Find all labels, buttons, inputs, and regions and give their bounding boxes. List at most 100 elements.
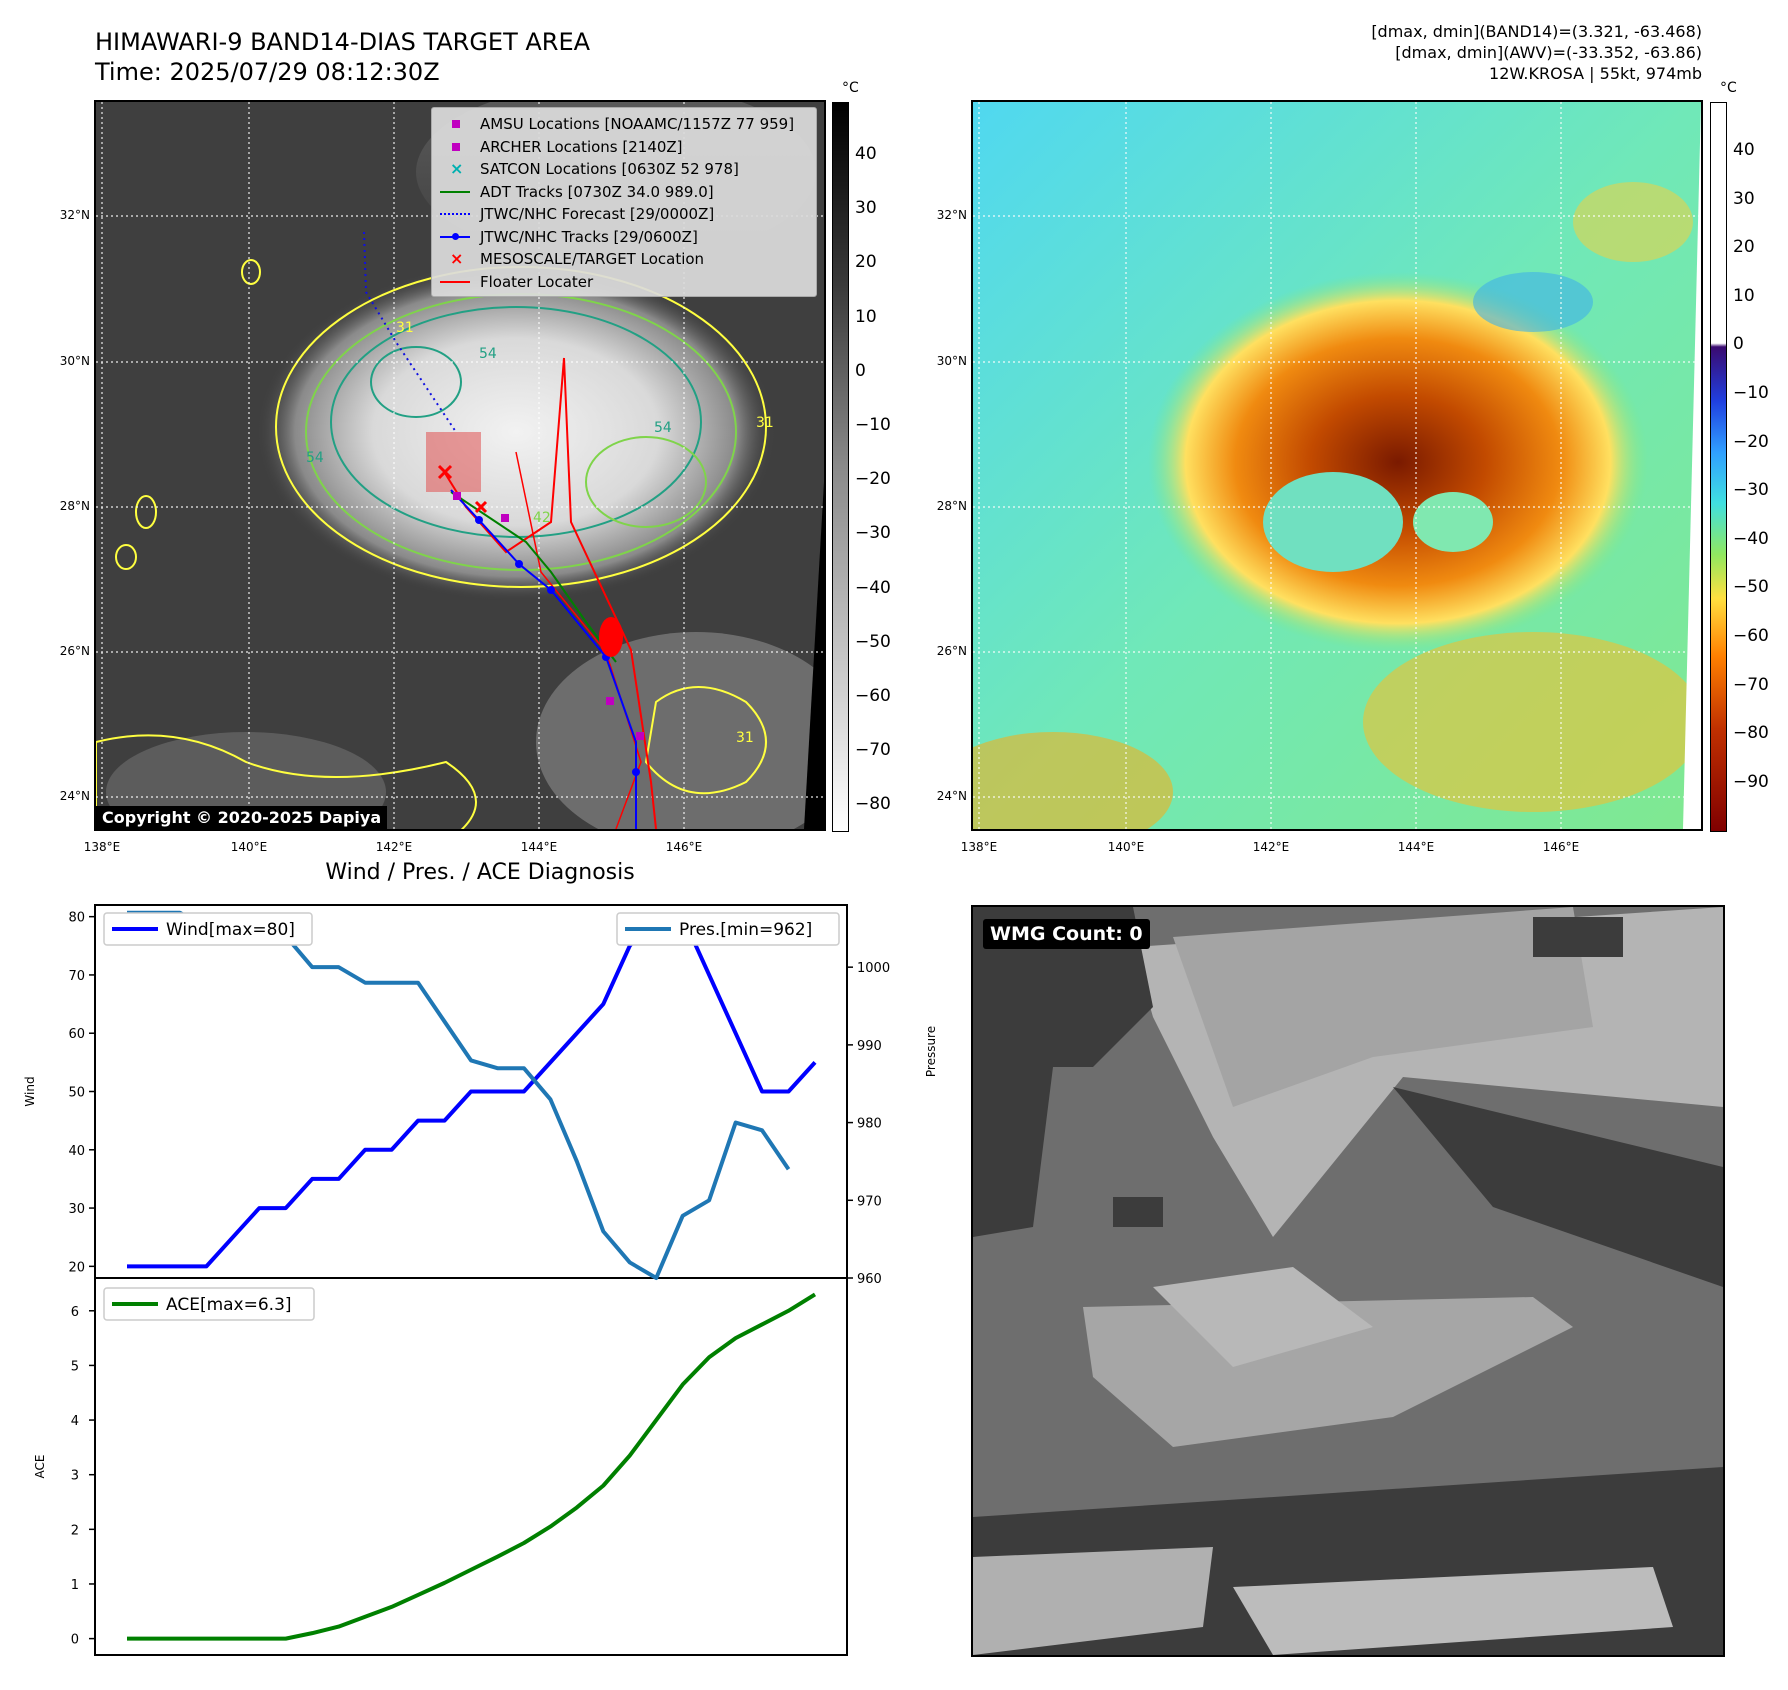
legend-item: AMSU Locations [NOAAMC/1157Z 77 959] [438, 114, 794, 134]
info-band14: [dmax, dmin](BAND14)=(3.321, -63.468) [1371, 22, 1702, 41]
colorbar-tick: −60 [855, 686, 891, 706]
wmg-count-badge: WMG Count: 0 [983, 919, 1150, 949]
lat-tick-label: 28°N [936, 499, 967, 513]
legend-symbol [438, 114, 472, 134]
contour-label: 54 [479, 346, 497, 362]
contour-label: 54 [306, 450, 324, 466]
colorbar-tick: −20 [1733, 431, 1769, 452]
colorbar-tick: −60 [1733, 626, 1769, 646]
pressure-legend-label: Pres.[min=962] [679, 920, 812, 940]
legend-symbol: × [450, 249, 464, 268]
ace-series-line [127, 1292, 817, 1641]
lon-tick-label: 138°E [960, 840, 998, 854]
map-legend: AMSU Locations [NOAAMC/1157Z 77 959] ARCH… [431, 107, 817, 297]
figure-time: Time: 2025/07/29 08:12:30Z [95, 58, 440, 86]
colorbar-tick: 20 [855, 252, 877, 273]
ace-axis-label: ACE [33, 1455, 47, 1479]
pressure-tick-label: 970 [857, 1194, 882, 1209]
diagnosis-title: Wind / Pres. / ACE Diagnosis [325, 860, 635, 885]
colorbar-tick: −50 [1733, 577, 1769, 598]
ir-map-panel: 54 54 54 31 31 31 42 42 31 AMSU Location… [94, 100, 826, 831]
legend-label: ARCHER Locations [2140Z] [480, 137, 683, 156]
legend-item: × SATCON Locations [0630Z 52 978] [438, 159, 739, 179]
legend-label: JTWC/NHC Forecast [29/0000Z] [480, 205, 715, 223]
colorbar-tick: −80 [1733, 723, 1769, 744]
colorbar-tick: 10 [855, 306, 877, 327]
lon-tick-label: 142°E [1252, 840, 1290, 854]
legend-symbol [438, 227, 472, 247]
lat-tick-label: 30°N [59, 354, 90, 368]
ace-tick-label: 0 [71, 1633, 79, 1648]
colorbar-tick: −20 [855, 469, 891, 490]
wind-legend-label: Wind[max=80] [166, 920, 295, 940]
legend-symbol [438, 272, 472, 292]
lat-tick-label: 32°N [936, 208, 967, 222]
colorbar-tick: −40 [855, 577, 891, 598]
pressure-legend-box [616, 912, 840, 946]
wmg-image [973, 907, 1723, 1655]
colorbar-tick: 30 [855, 198, 877, 219]
ace-legend-box [103, 1287, 315, 1321]
legend-item: ADT Tracks [0730Z 34.0 989.0] [438, 182, 714, 202]
legend-symbol [438, 182, 472, 202]
legend-label: SATCON Locations [0630Z 52 978] [480, 160, 739, 178]
legend-symbol [438, 137, 472, 157]
colorbar-tick: 0 [1733, 334, 1744, 355]
colorbar-tick: −90 [1733, 771, 1769, 792]
lat-tick-label: 30°N [936, 354, 967, 368]
ace-tick-label: 4 [71, 1414, 79, 1429]
colorbar-tick: 10 [1733, 285, 1755, 306]
ace-tick-label: 2 [71, 1523, 79, 1538]
awv-colorbar-unit: °C [1720, 80, 1737, 96]
pressure-tick-label: 960 [857, 1272, 882, 1287]
wind-tick-label: 40 [68, 1144, 85, 1159]
colorbar-tick: −50 [855, 631, 891, 652]
figure-title: HIMAWARI-9 BAND14-DIAS TARGET AREA [95, 28, 591, 56]
wind-axis-label: Wind [23, 1076, 37, 1106]
legend-item: JTWC/NHC Forecast [29/0000Z] [438, 204, 714, 224]
legend-label: JTWC/NHC Tracks [29/0600Z] [480, 227, 698, 246]
colorbar-tick: −70 [1733, 674, 1769, 695]
lon-tick-label: 146°E [1542, 840, 1580, 854]
lon-tick-label: 140°E [1107, 840, 1145, 854]
wmg-panel: WMG Count: 0 [971, 905, 1725, 1657]
contour-label: 42 [533, 510, 551, 526]
legend-symbol [438, 204, 472, 224]
lon-tick-label: 138°E [83, 840, 121, 854]
legend-label: MESOSCALE/TARGET Location [480, 250, 705, 268]
ace-axes [94, 1277, 848, 1656]
legend-item: ARCHER Locations [2140Z] [438, 137, 683, 157]
ace-tick-label: 1 [71, 1578, 79, 1593]
lon-tick-label: 144°E [1397, 840, 1435, 854]
legend-label: ADT Tracks [0730Z 34.0 989.0] [480, 182, 714, 201]
ir-colorbar-unit: °C [842, 80, 859, 96]
info-storm: 12W.KROSA | 55kt, 974mb [1489, 64, 1702, 83]
colorbar-tick: −10 [1733, 383, 1769, 403]
colorbar-tick: −80 [855, 794, 891, 815]
contour-label: 31 [396, 320, 414, 336]
ace-tick-label: 6 [71, 1305, 79, 1320]
wind-legend-box [103, 912, 313, 946]
contour-label: 31 [756, 415, 774, 431]
wind-series-line [127, 914, 817, 1269]
pressure-tick-label: 990 [857, 1039, 882, 1054]
ir-colorbar [832, 102, 849, 832]
wind-tick-label: 60 [68, 1027, 85, 1042]
wind-tick-label: 50 [68, 1086, 85, 1101]
lat-tick-label: 24°N [936, 789, 967, 803]
lon-tick-label: 140°E [230, 840, 268, 854]
pressure-tick-label: 980 [857, 1117, 882, 1132]
wind-tick-label: 80 [68, 911, 85, 926]
colorbar-tick: −70 [855, 740, 891, 761]
colorbar-tick: −40 [1733, 528, 1769, 549]
contour-label: 31 [736, 730, 754, 746]
colorbar-tick: −30 [855, 523, 891, 544]
ace-tick-label: 5 [71, 1359, 79, 1374]
legend-label: AMSU Locations [NOAAMC/1157Z 77 959] [480, 115, 795, 133]
wind-tick-label: 70 [68, 969, 85, 984]
diagnosis-chart: 20 30 40 50 60 70 80 960 970 980 990 1000 0 1 2 3 4 5 6 Win… [23, 904, 938, 1656]
colorbar-tick: 30 [1733, 188, 1755, 209]
lon-tick-label: 146°E [665, 840, 703, 854]
pressure-series-line [127, 910, 791, 1280]
pressure-tick-label: 1000 [857, 961, 890, 976]
